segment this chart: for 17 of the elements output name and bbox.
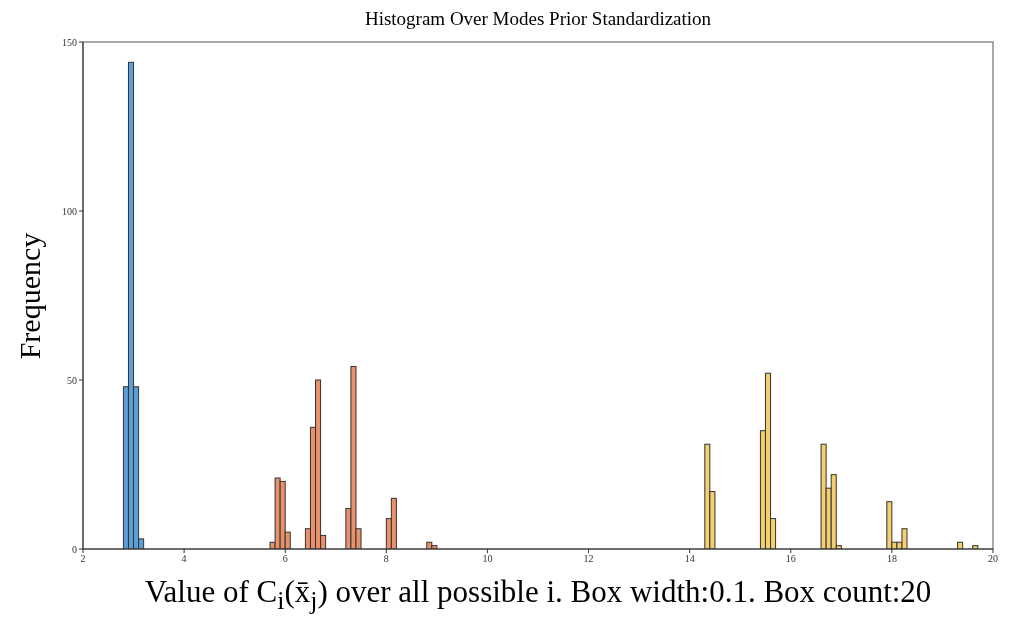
x-tick-label: 4 [181, 553, 187, 565]
y-tick-label: 100 [62, 205, 77, 217]
chart-title: Histogram Over Modes Prior Standardization [363, 8, 713, 31]
x-tick-label: 14 [684, 553, 695, 565]
y-tick-label: 50 [67, 374, 77, 386]
x-tick-label: 2 [80, 553, 86, 565]
y-axis-title: Frequency [13, 232, 47, 359]
x-tick-label: 12 [583, 553, 594, 565]
x-axis-title: Value of C$_{i}$(x̄$_{j}$) over all possible i. Box width:0.1. Box count:20 [143, 574, 933, 617]
x-tick-label: 10 [482, 553, 493, 565]
x-tick-label: 8 [383, 553, 389, 565]
x-tick-label: 6 [282, 553, 288, 565]
x-tick-label: 16 [785, 553, 796, 565]
x-tick-label: 18 [886, 553, 897, 565]
x-tick-label: 20 [988, 553, 998, 565]
y-tick-label: 0 [72, 543, 77, 555]
y-tick-label: 150 [62, 36, 77, 48]
